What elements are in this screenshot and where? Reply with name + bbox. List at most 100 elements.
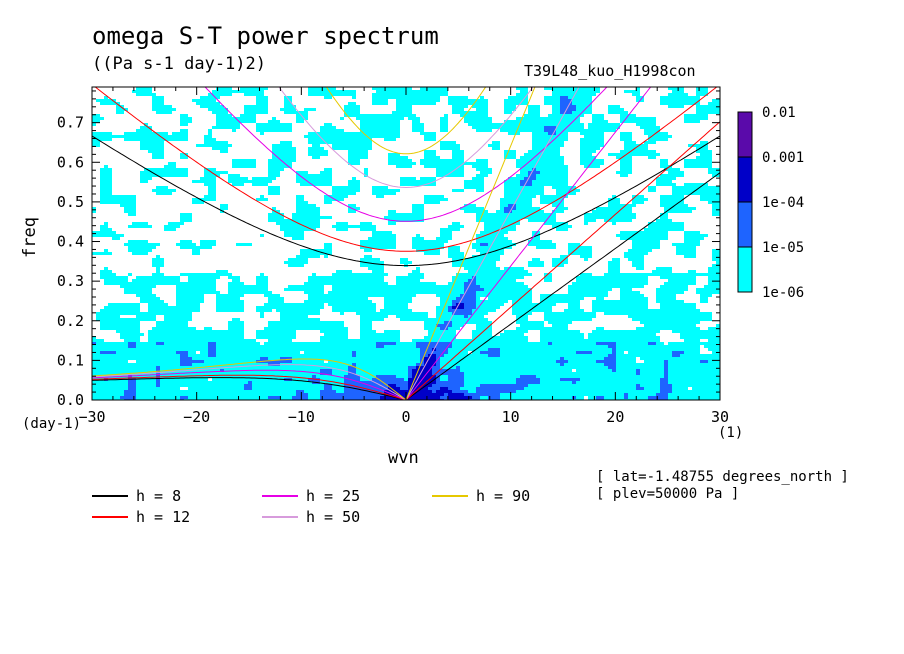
spectrum-cell	[200, 285, 204, 288]
spectrum-cell	[280, 372, 284, 375]
spectrum-cell	[340, 291, 344, 294]
spectrum-cell	[304, 180, 308, 183]
spectrum-cell	[424, 138, 428, 141]
spectrum-cell	[392, 306, 396, 309]
spectrum-cell	[132, 366, 136, 369]
spectrum-cell	[276, 189, 280, 192]
spectrum-cell	[308, 378, 312, 381]
spectrum-cell	[392, 375, 396, 378]
spectrum-cell	[416, 348, 420, 351]
spectrum-cell	[196, 396, 200, 399]
spectrum-cell	[148, 129, 152, 132]
spectrum-cell	[348, 105, 352, 108]
spectrum-cell	[216, 141, 220, 144]
spectrum-cell	[316, 357, 320, 360]
spectrum-cell	[284, 348, 288, 351]
spectrum-cell	[328, 390, 332, 393]
spectrum-cell	[188, 273, 192, 276]
spectrum-cell	[104, 225, 108, 228]
spectrum-cell	[296, 387, 300, 390]
spectrum-cell	[368, 138, 372, 141]
spectrum-cell	[304, 318, 308, 321]
spectrum-cell	[208, 93, 212, 96]
spectrum-cell	[100, 381, 104, 384]
spectrum-cell	[276, 324, 280, 327]
spectrum-cell	[288, 222, 292, 225]
spectrum-cell	[280, 354, 284, 357]
spectrum-cell	[284, 321, 288, 324]
spectrum-cell	[356, 357, 360, 360]
spectrum-cell	[196, 300, 200, 303]
spectrum-cell	[360, 327, 364, 330]
spectrum-cell	[116, 369, 120, 372]
spectrum-cell	[188, 378, 192, 381]
spectrum-cell	[320, 357, 324, 360]
spectrum-cell	[232, 90, 236, 93]
spectrum-cell	[236, 324, 240, 327]
spectrum-cell	[384, 297, 388, 300]
spectrum-cell	[96, 315, 100, 318]
spectrum-cell	[104, 267, 108, 270]
spectrum-cell	[328, 96, 332, 99]
spectrum-cell	[416, 351, 420, 354]
spectrum-cell	[284, 108, 288, 111]
spectrum-cell	[216, 123, 220, 126]
spectrum-cell	[416, 279, 420, 282]
spectrum-cell	[204, 279, 208, 282]
spectrum-cell	[444, 171, 448, 174]
spectrum-cell	[268, 129, 272, 132]
spectrum-cell	[336, 342, 340, 345]
spectrum-cell	[376, 192, 380, 195]
spectrum-cell	[368, 351, 372, 354]
spectrum-cell	[184, 120, 188, 123]
spectrum-cell	[432, 366, 436, 369]
spectrum-cell	[192, 336, 196, 339]
spectrum-cell	[188, 213, 192, 216]
spectrum-cell	[324, 126, 328, 129]
spectrum-cell	[124, 360, 128, 363]
spectrum-cell	[116, 384, 120, 387]
spectrum-cell	[356, 141, 360, 144]
spectrum-cell	[208, 141, 212, 144]
spectrum-cell	[324, 153, 328, 156]
spectrum-cell	[348, 276, 352, 279]
spectrum-cell	[424, 159, 428, 162]
spectrum-cell	[128, 249, 132, 252]
spectrum-cell	[312, 294, 316, 297]
spectrum-cell	[324, 372, 328, 375]
spectrum-cell	[208, 105, 212, 108]
spectrum-cell	[212, 273, 216, 276]
spectrum-cell	[196, 276, 200, 279]
spectrum-cell	[168, 324, 172, 327]
spectrum-cell	[248, 93, 252, 96]
spectrum-cell	[392, 213, 396, 216]
spectrum-cell	[308, 255, 312, 258]
spectrum-cell	[116, 135, 120, 138]
spectrum-cell	[292, 261, 296, 264]
spectrum-cell	[428, 90, 432, 93]
spectrum-cell	[164, 315, 168, 318]
spectrum-cell	[348, 132, 352, 135]
spectrum-cell	[340, 285, 344, 288]
spectrum-cell	[372, 378, 376, 381]
spectrum-cell	[316, 327, 320, 330]
spectrum-cell	[104, 222, 108, 225]
spectrum-cell	[152, 279, 156, 282]
spectrum-cell	[324, 327, 328, 330]
spectrum-cell	[164, 168, 168, 171]
spectrum-cell	[392, 93, 396, 96]
spectrum-cell	[328, 303, 332, 306]
spectrum-cell	[384, 354, 388, 357]
spectrum-cell	[284, 318, 288, 321]
spectrum-cell	[200, 339, 204, 342]
spectrum-cell	[140, 348, 144, 351]
spectrum-cell	[136, 381, 140, 384]
spectrum-cell	[312, 87, 316, 90]
spectrum-cell	[224, 300, 228, 303]
spectrum-cell	[100, 117, 104, 120]
spectrum-cell	[312, 150, 316, 153]
spectrum-cell	[308, 351, 312, 354]
spectrum-cell	[108, 321, 112, 324]
spectrum-cell	[228, 375, 232, 378]
spectrum-cell	[276, 351, 280, 354]
